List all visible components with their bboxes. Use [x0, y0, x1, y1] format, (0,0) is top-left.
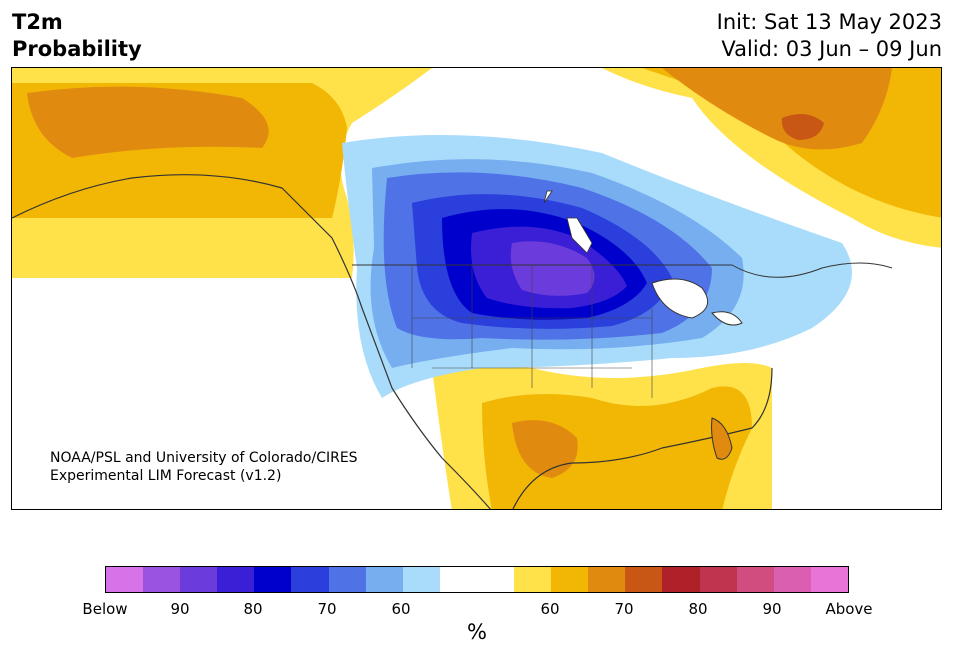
colorbar-tick-label: 60	[540, 600, 560, 618]
colorbar-swatch	[662, 567, 700, 592]
colorbar-swatch	[291, 567, 329, 592]
colorbar-tick-label: Above	[825, 600, 873, 618]
colorbar-swatch	[810, 567, 848, 592]
colorbar-swatch	[254, 567, 292, 592]
hot-zone-greenland	[662, 68, 892, 150]
great-lakes	[651, 278, 743, 326]
cool-zone-core-deep	[510, 241, 595, 296]
hot-zone-alaska	[27, 86, 269, 158]
state-borders	[411, 265, 653, 398]
gulf-coast	[512, 367, 773, 509]
colorbar-swatch	[328, 567, 366, 592]
warm-zone-south-mid	[482, 386, 752, 509]
colorbar-swatch	[588, 567, 626, 592]
colorbar-tick-label: 90	[762, 600, 782, 618]
map-canvas	[12, 68, 941, 509]
colorbar-swatch	[143, 567, 181, 592]
colorbar-tick-label: 60	[391, 600, 411, 618]
colorbar-tick-label: 70	[317, 600, 337, 618]
hot-zone-texas	[512, 420, 578, 478]
colorbar-tick-label: 80	[243, 600, 263, 618]
colorbar-tick-label: 90	[170, 600, 190, 618]
hudson-bay-lakes	[543, 190, 593, 254]
title-line-2: Probability	[12, 37, 142, 61]
us-canada-border	[352, 262, 893, 278]
colorbar-swatch	[402, 567, 440, 592]
colorbar-tick-label: 70	[614, 600, 634, 618]
colorbar-swatch	[476, 567, 515, 592]
credit-line-2: Experimental LIM Forecast (v1.2)	[50, 468, 282, 484]
coastline	[12, 174, 492, 509]
colorbar-swatch	[439, 567, 477, 592]
colorbar-swatch	[106, 567, 144, 592]
colorbar-swatch	[514, 567, 552, 592]
colorbar-swatch	[217, 567, 255, 592]
colorbar-swatch	[699, 567, 737, 592]
colorbar-swatch	[180, 567, 218, 592]
colorbar-tick-label: 80	[688, 600, 708, 618]
florida	[711, 417, 733, 460]
credit-text: NOAA/PSL and University of Colorado/CIRE…	[50, 449, 358, 485]
init-date: Init: Sat 13 May 2023	[716, 10, 942, 34]
title-line-1: T2m	[12, 10, 63, 34]
map-title: T2m Probability	[12, 9, 142, 63]
colorbar-swatch	[551, 567, 589, 592]
colorbar-swatch	[365, 567, 403, 592]
credit-line-1: NOAA/PSL and University of Colorado/CIRE…	[50, 450, 358, 466]
colorbar-unit: %	[467, 620, 487, 644]
forecast-dates: Init: Sat 13 May 2023 Valid: 03 Jun – 09…	[717, 9, 942, 63]
colorbar-swatch	[773, 567, 811, 592]
probability-colorbar	[105, 566, 849, 593]
colorbar-swatch	[625, 567, 663, 592]
valid-range: Valid: 03 Jun – 09 Jun	[721, 37, 942, 61]
probability-map[interactable]: NOAA/PSL and University of Colorado/CIRE…	[11, 67, 942, 510]
colorbar-swatch	[736, 567, 774, 592]
hottest-zone-greenland	[781, 114, 824, 140]
colorbar-tick-label: Below	[82, 600, 128, 618]
